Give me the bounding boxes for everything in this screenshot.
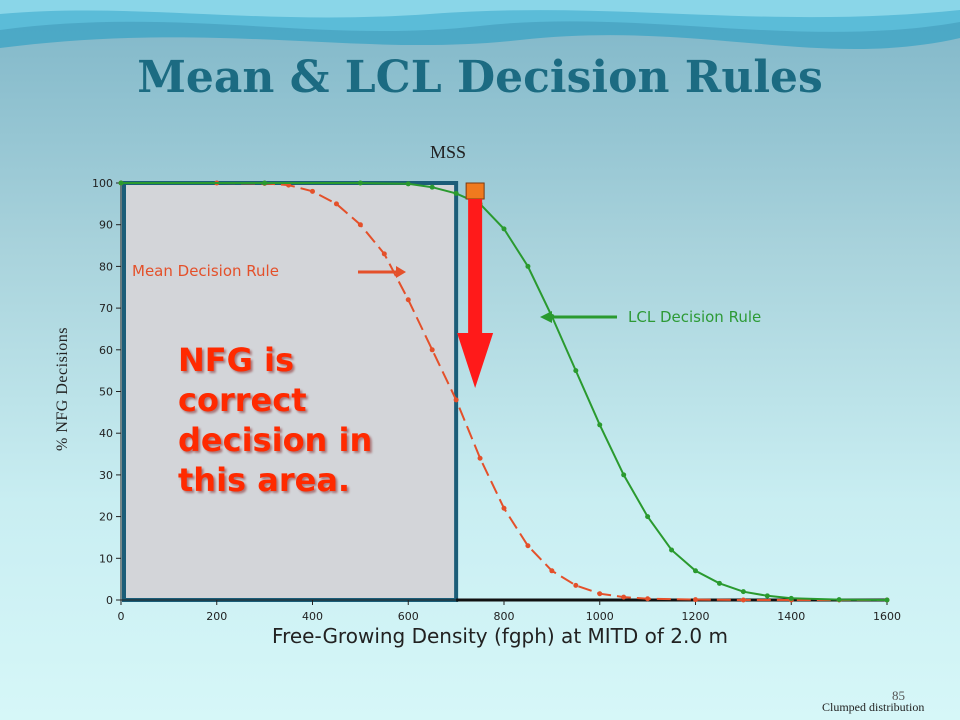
mean-data-point [453,397,459,403]
x-tick-label: 800 [494,610,515,623]
mean-data-point [740,597,746,603]
x-tick-label: 1200 [682,610,710,623]
y-tick-label: 90 [99,219,113,232]
lcl-data-point [884,597,890,603]
lcl-data-point [501,226,507,232]
y-tick-label: 100 [92,177,113,190]
lcl-data-point [740,589,746,595]
mean-data-point [501,505,507,511]
lcl-data-point [597,422,603,428]
lcl-pointer-arrowhead [540,311,552,323]
mean-pointer-arrowhead [396,266,406,278]
lcl-data-point [405,181,411,187]
x-tick-label: 200 [206,610,227,623]
nfg-callout-text: NFG is correct decision in this area. [178,341,373,499]
slide-title: Mean & LCL Decision Rules [137,52,823,103]
mean-data-point [429,347,435,353]
mss-marker [465,182,485,200]
mean-data-point [597,591,603,597]
x-tick-label: 600 [398,610,419,623]
y-tick-label: 60 [99,344,113,357]
y-tick-label: 20 [99,511,113,524]
x-tick-label: 400 [302,610,323,623]
mss-label: MSS [430,142,467,162]
mean-decision-curve [121,182,887,601]
mean-data-point [405,297,411,303]
mss-down-arrow [457,199,494,388]
x-axis-label: Free-Growing Density (fgph) at MITD of 2… [272,624,728,648]
y-tick-label: 10 [99,552,113,565]
lcl-data-point [669,547,675,553]
lcl-decision-curve [121,182,888,601]
x-tick-label: 1600 [873,610,901,623]
lcl-data-point [716,580,722,586]
y-tick-label: 40 [99,427,113,440]
lcl-data-point [573,368,579,374]
lcl-data-point [621,472,627,478]
mean-data-point [645,596,651,602]
lcl-data-point [118,180,124,186]
y-tick-label: 50 [99,386,113,399]
page-number: 85 [892,688,905,703]
x-tick-label: 1400 [777,610,805,623]
footer-note: Clumped distribution [822,700,925,714]
lcl-data-point [788,595,794,601]
header-wave-decoration [0,0,960,50]
mean-data-point [381,251,387,257]
lcl-data-point [357,180,363,186]
y-tick-label: 0 [106,594,113,607]
mean-data-point [310,188,315,194]
mean-data-point [357,222,363,228]
mean-decision-rule-label: Mean Decision Rule [132,262,279,280]
lcl-data-point [693,568,698,574]
lcl-data-point [836,597,842,603]
mean-data-point [621,594,627,600]
x-tick-label: 1000 [586,610,614,623]
y-tick-label: 80 [99,260,113,273]
mean-data-point [573,582,579,588]
mean-data-point [693,597,698,603]
y-tick-label: 70 [99,302,113,315]
x-tick-label: 0 [118,610,125,623]
mean-data-point [525,543,531,549]
lcl-data-point [764,593,770,599]
lcl-decision-rule-label: LCL Decision Rule [628,308,762,326]
y-tick-label: 30 [99,469,113,482]
mean-data-point [549,568,555,574]
lcl-data-point [453,190,459,196]
mean-data-point [333,201,339,207]
mean-data-point [477,455,483,461]
lcl-data-point [262,180,268,186]
lcl-data-point [525,263,531,269]
lcl-data-point [645,514,651,520]
lcl-data-point [429,184,435,190]
y-axis-label: % NFG Decisions [54,327,71,451]
